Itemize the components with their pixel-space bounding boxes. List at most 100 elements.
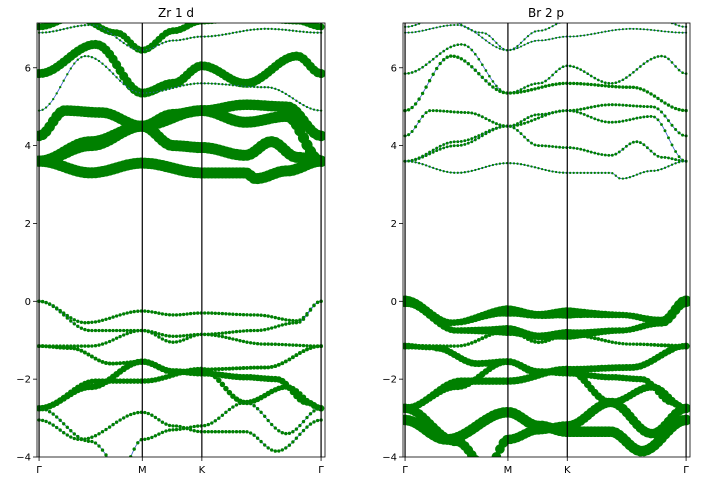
weight-point <box>284 28 287 32</box>
weight-point <box>568 146 572 150</box>
weight-point <box>632 18 634 20</box>
weight-point <box>593 32 596 35</box>
weight-point <box>241 329 246 333</box>
weight-point <box>540 112 544 116</box>
weight-point <box>192 311 196 315</box>
weight-point <box>122 312 126 316</box>
weight-point <box>452 110 456 114</box>
weight-point <box>544 38 547 42</box>
weight-point <box>182 38 185 41</box>
weight-point <box>446 24 449 27</box>
weight-point <box>624 85 629 89</box>
weight-point <box>290 355 295 360</box>
weight-point <box>593 83 597 87</box>
weight-point <box>298 30 302 33</box>
weight-point <box>519 163 523 166</box>
weight-point <box>628 104 632 108</box>
weight-point <box>213 333 217 338</box>
weight-point <box>589 74 593 78</box>
weight-point <box>487 82 492 86</box>
y-tick-label: 0 <box>391 297 397 308</box>
weight-point <box>65 433 69 437</box>
y-tick-label: −4 <box>382 453 397 464</box>
weight-point <box>635 86 639 90</box>
weight-point <box>143 437 147 441</box>
weight-point <box>628 73 632 77</box>
weight-point <box>234 366 239 371</box>
weight-point <box>575 147 579 150</box>
weight-point <box>146 411 150 416</box>
weight-point <box>491 120 495 124</box>
weight-point <box>639 18 641 20</box>
weight-point <box>596 337 601 341</box>
weight-point <box>677 24 681 27</box>
weight-point <box>611 16 613 18</box>
weight-point <box>642 88 646 92</box>
weight-point <box>428 165 431 168</box>
weight-point <box>214 82 217 85</box>
weight-point <box>497 329 503 334</box>
weight-point <box>610 81 614 85</box>
weight-point <box>129 88 132 91</box>
weight-point <box>129 330 133 335</box>
weight-point <box>424 63 428 67</box>
weight-point <box>516 162 519 165</box>
weight-point <box>512 126 516 130</box>
weight-point <box>210 82 213 85</box>
weight-point <box>67 14 74 21</box>
weight-point <box>502 162 505 165</box>
weight-point <box>224 430 228 434</box>
weight-point <box>259 365 264 370</box>
weight-point <box>315 130 325 142</box>
weight-point <box>298 320 302 324</box>
weight-point <box>266 314 270 318</box>
band-2 <box>37 39 325 98</box>
weight-point <box>227 366 232 371</box>
weight-point <box>160 333 165 337</box>
weight-point <box>220 311 225 316</box>
weight-point <box>674 162 677 165</box>
weight-point <box>207 35 210 38</box>
weight-point <box>252 404 256 408</box>
weight-point <box>221 33 224 36</box>
weight-point <box>642 115 646 119</box>
weight-point <box>129 455 133 457</box>
weight-point <box>656 343 660 347</box>
weight-point <box>224 312 228 316</box>
weight-point <box>122 333 126 337</box>
weight-point <box>263 313 267 318</box>
weight-point <box>463 139 467 143</box>
weight-point <box>601 16 603 18</box>
weight-point <box>593 171 596 175</box>
axes-frame <box>402 22 691 458</box>
weight-point <box>456 55 460 59</box>
weight-point <box>407 133 411 137</box>
weight-point <box>150 435 154 440</box>
weight-point <box>533 143 537 147</box>
weight-point <box>617 341 621 345</box>
weight-point <box>136 48 139 51</box>
weight-point <box>287 431 292 435</box>
weight-point <box>83 24 87 27</box>
weight-point <box>424 152 428 156</box>
weight-point <box>76 319 80 323</box>
weight-point <box>649 114 653 118</box>
y-tick-label: 6 <box>25 63 31 74</box>
weight-point <box>666 119 671 123</box>
weight-point <box>635 27 638 30</box>
weight-point <box>304 397 310 404</box>
weight-point <box>495 46 498 49</box>
weight-point <box>80 24 83 27</box>
weight-point <box>471 454 480 457</box>
weight-point <box>438 61 442 66</box>
weight-point <box>488 459 498 469</box>
weight-point <box>305 425 309 429</box>
weight-point <box>621 28 624 31</box>
weight-point <box>453 20 455 22</box>
weight-point <box>568 81 572 86</box>
weight-point <box>681 133 685 137</box>
weight-point <box>586 106 590 110</box>
weight-point <box>628 176 632 179</box>
weight-point <box>255 407 260 411</box>
weight-point <box>663 129 667 133</box>
